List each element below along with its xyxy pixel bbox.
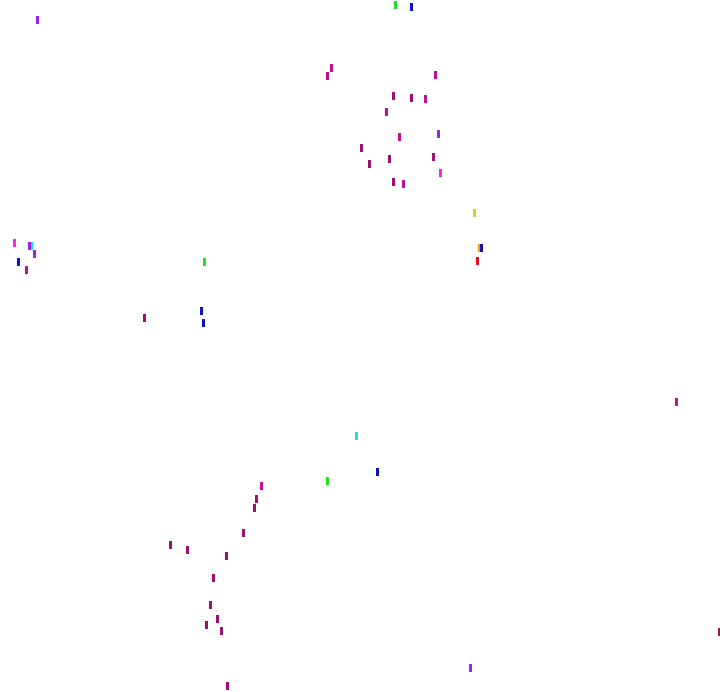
color-mark — [360, 144, 363, 152]
color-mark — [432, 153, 435, 161]
color-mark — [478, 244, 481, 252]
color-mark — [392, 92, 395, 100]
color-mark — [226, 682, 229, 690]
color-mark — [439, 169, 442, 177]
color-mark — [402, 180, 405, 188]
color-mark — [169, 541, 172, 549]
color-mark — [203, 258, 206, 266]
color-mark — [216, 615, 219, 623]
color-mark — [17, 258, 20, 266]
color-mark — [255, 495, 258, 503]
color-mark — [394, 1, 397, 9]
color-mark — [33, 250, 36, 258]
color-mark — [13, 239, 16, 247]
color-mark — [30, 242, 33, 250]
color-mark — [186, 546, 189, 554]
color-mark — [476, 257, 479, 265]
color-mark — [36, 16, 39, 24]
color-mark — [28, 242, 31, 250]
color-mark — [200, 307, 203, 315]
color-mark — [718, 628, 720, 636]
color-mark — [242, 529, 245, 537]
color-mark — [376, 468, 379, 476]
color-mark — [220, 627, 223, 635]
color-mark — [212, 574, 215, 582]
color-mark — [437, 130, 440, 138]
color-mark — [385, 108, 388, 116]
color-mark — [355, 432, 358, 440]
color-mark — [675, 398, 678, 406]
color-mark — [480, 244, 483, 252]
color-mark — [260, 482, 263, 490]
color-mark — [392, 178, 395, 186]
color-mark — [398, 133, 401, 141]
color-mark — [253, 504, 256, 512]
color-mark — [25, 266, 28, 274]
color-mark — [434, 71, 437, 79]
color-mark — [424, 95, 427, 103]
color-mark — [368, 160, 371, 168]
color-mark — [330, 64, 333, 72]
color-mark — [209, 601, 212, 609]
color-mark — [410, 94, 413, 102]
color-mark — [388, 155, 391, 163]
color-mark — [205, 621, 208, 629]
color-mark — [225, 552, 228, 560]
color-mark — [469, 664, 472, 672]
color-mark — [410, 3, 413, 11]
color-mark — [326, 477, 329, 485]
color-mark — [202, 319, 205, 327]
color-mark — [473, 209, 476, 217]
color-mark — [143, 314, 146, 322]
color-mark — [326, 72, 329, 80]
